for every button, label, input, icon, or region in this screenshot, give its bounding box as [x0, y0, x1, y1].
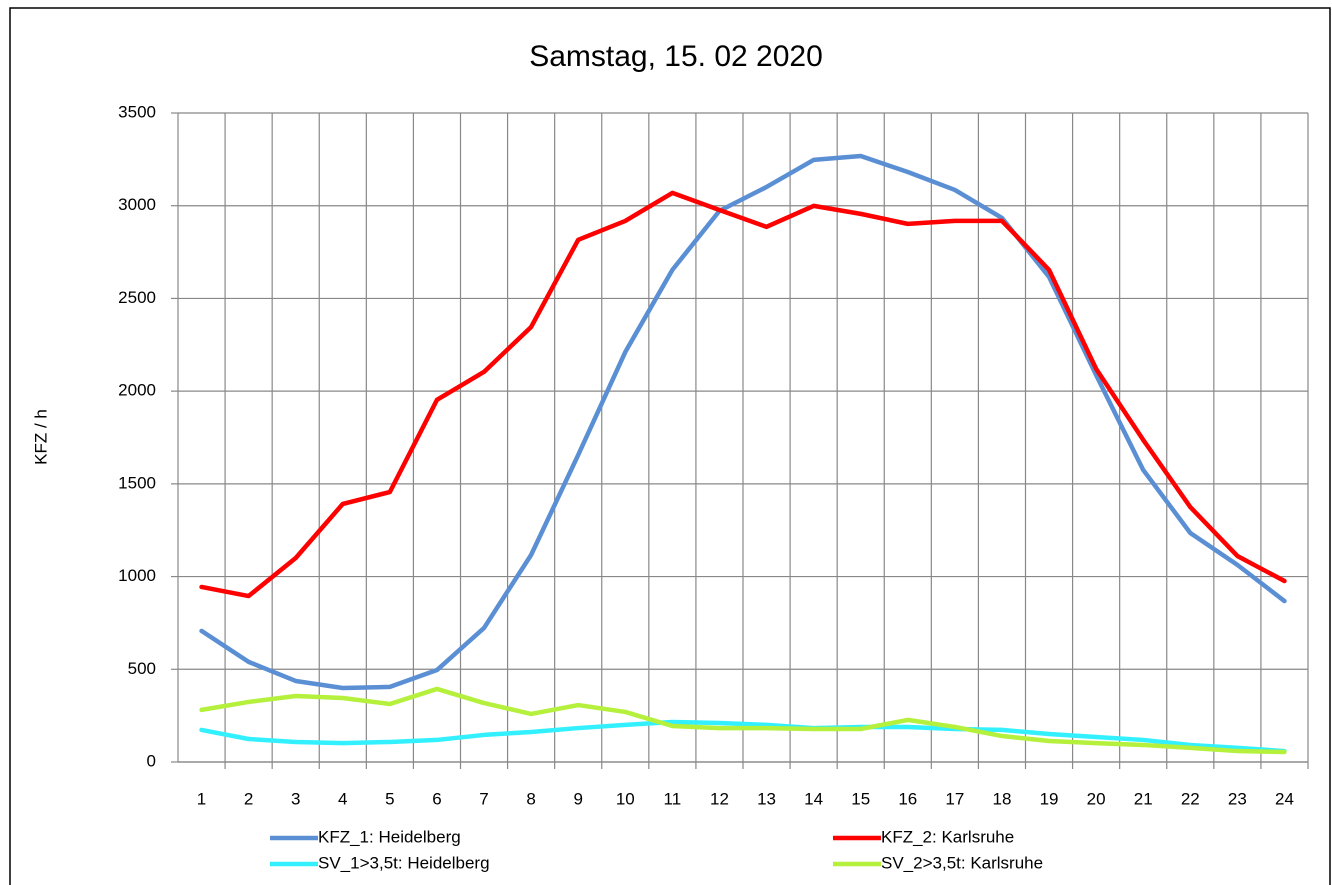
- x-tick-label: 24: [1275, 789, 1294, 808]
- y-tick-label: 1500: [118, 473, 156, 492]
- x-tick-label: 8: [526, 789, 535, 808]
- x-tick-label: 12: [710, 789, 729, 808]
- x-tick-label: 3: [291, 789, 300, 808]
- series-line: [199, 686, 1287, 755]
- legend-label: KFZ_2: Karlsruhe: [881, 827, 1014, 846]
- y-tick-label: 2000: [118, 381, 156, 400]
- x-tick-label: 2: [244, 789, 253, 808]
- series-line: [199, 153, 1287, 691]
- x-tick-label: 21: [1134, 789, 1153, 808]
- legend-label: KFZ_1: Heidelberg: [318, 827, 461, 846]
- x-tick-label: 22: [1181, 789, 1200, 808]
- y-tick-label: 2500: [118, 288, 156, 307]
- y-tick-label: 3500: [118, 102, 156, 121]
- x-tick-label: 10: [616, 789, 635, 808]
- series-line: [199, 190, 1287, 599]
- x-tick-label: 6: [432, 789, 441, 808]
- x-tick-label: 19: [1040, 789, 1059, 808]
- y-axis-label: KFZ / h: [31, 409, 50, 465]
- x-tick-label: 16: [898, 789, 917, 808]
- y-tick-label: 500: [128, 659, 156, 678]
- legend-label: SV_2>3,5t: Karlsruhe: [881, 853, 1043, 872]
- chart-title: Samstag, 15. 02 2020: [529, 40, 823, 73]
- x-tick-label: 15: [851, 789, 870, 808]
- y-tick-label: 3000: [118, 195, 156, 214]
- x-tick-label: 17: [945, 789, 964, 808]
- x-tick-label: 5: [385, 789, 394, 808]
- x-tick-label: 18: [992, 789, 1011, 808]
- x-tick-label: 14: [804, 789, 823, 808]
- y-tick-label: 1000: [118, 566, 156, 585]
- x-tick-label: 1: [197, 789, 206, 808]
- x-tick-label: 4: [338, 789, 347, 808]
- x-tick-label: 7: [479, 789, 488, 808]
- x-tick-label: 9: [573, 789, 582, 808]
- legend-label: SV_1>3,5t: Heidelberg: [318, 853, 490, 872]
- x-tick-label: 13: [757, 789, 776, 808]
- x-tick-label: 23: [1228, 789, 1247, 808]
- x-tick-label: 20: [1087, 789, 1106, 808]
- series-line: [199, 719, 1287, 754]
- x-tick-label: 11: [664, 789, 682, 808]
- y-tick-label: 0: [147, 751, 156, 770]
